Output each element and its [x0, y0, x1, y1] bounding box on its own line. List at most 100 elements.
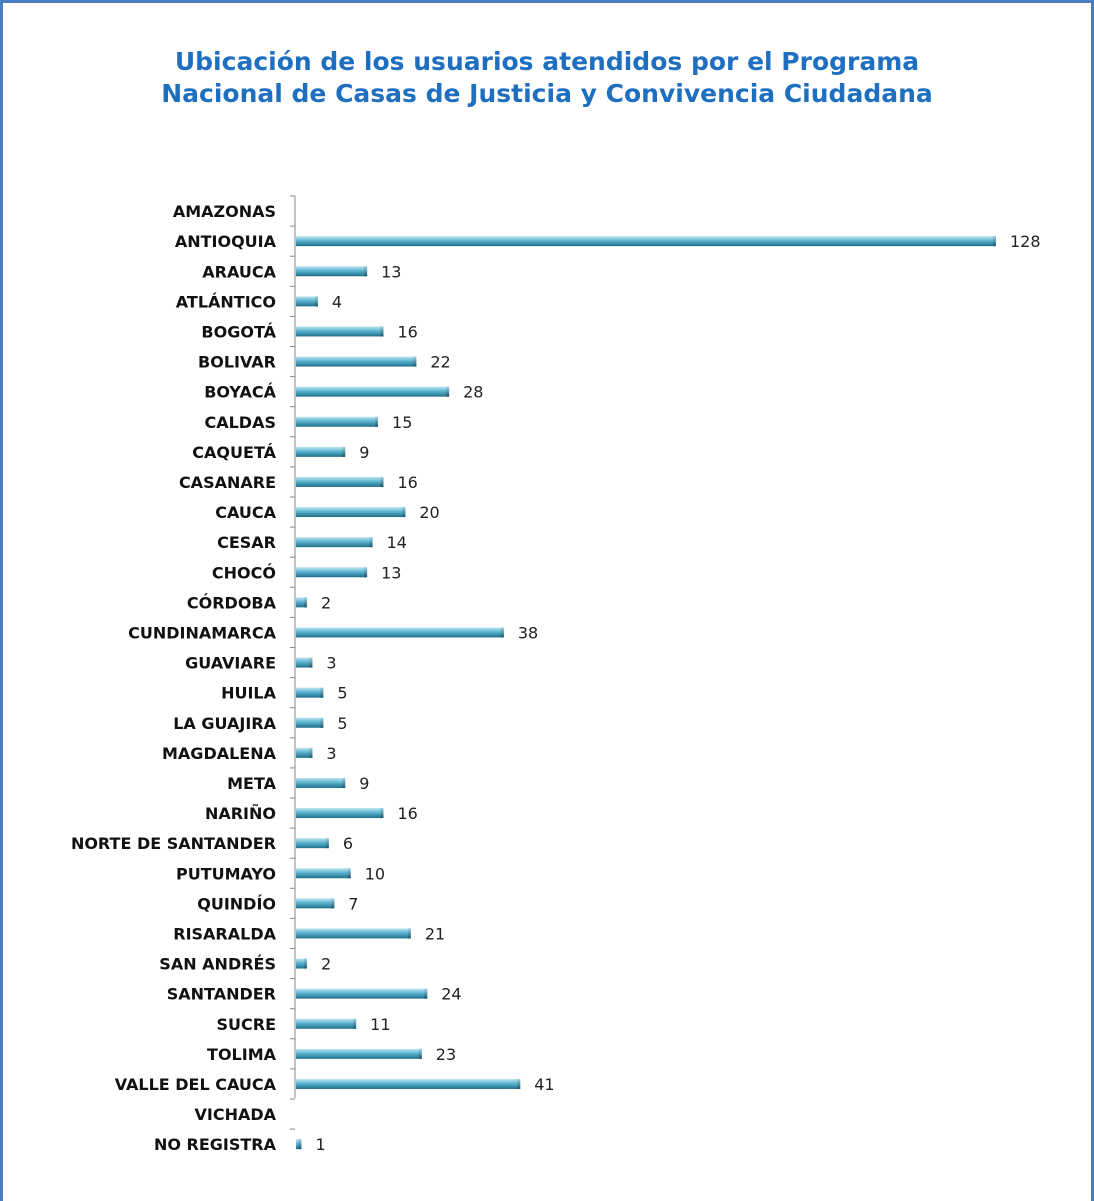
category-label-magdalena: MAGDALENA [162, 744, 277, 763]
bar-cap-guaviare [309, 657, 313, 668]
category-label-guaviare: GUAVIARE [185, 654, 276, 673]
bar-atlantico [296, 296, 318, 307]
category-label-tolima: TOLIMA [207, 1045, 277, 1064]
bar-cap-meta [342, 777, 346, 788]
category-label-cordoba: CÓRDOBA [187, 593, 277, 612]
value-label-guaviare: 3 [326, 654, 336, 673]
category-label-vichada: VICHADA [194, 1105, 276, 1124]
bar-cap-no-registra [298, 1139, 302, 1150]
category-label-la-guajira: LA GUAJIRA [173, 714, 276, 733]
value-label-huila: 5 [337, 684, 347, 703]
bar-cap-casanare [380, 476, 384, 487]
value-label-risaralda: 21 [425, 924, 445, 943]
category-label-meta: META [227, 774, 277, 793]
value-label-narino: 16 [398, 804, 418, 823]
value-label-putumayo: 10 [365, 864, 385, 883]
bar-la-guajira [296, 717, 324, 728]
category-label-norte-de-santander: NORTE DE SANTANDER [71, 834, 276, 853]
bar-cap-valle-del-cauca [517, 1078, 521, 1089]
value-label-norte-de-santander: 6 [343, 834, 353, 853]
bar-cap-cordoba [303, 597, 307, 608]
value-label-san-andres: 2 [321, 955, 331, 974]
bar-cap-caqueta [342, 446, 346, 457]
chart-title-line-2: Nacional de Casas de Justicia y Conviven… [161, 79, 933, 108]
bar-cap-norte-de-santander [325, 838, 329, 849]
category-label-sucre: SUCRE [216, 1015, 276, 1034]
category-label-valle-del-cauca: VALLE DEL CAUCA [115, 1075, 277, 1094]
bar-putumayo [296, 868, 351, 879]
value-label-magdalena: 3 [326, 744, 336, 763]
category-label-amazonas: AMAZONAS [173, 202, 276, 221]
chart-title: Ubicación de los usuarios atendidos por … [0, 46, 1094, 110]
bar-cap-sucre [353, 1018, 357, 1029]
category-label-narino: NARIÑO [205, 804, 276, 823]
bar-cap-risaralda [407, 928, 411, 939]
category-label-santander: SANTANDER [167, 985, 276, 1004]
category-label-quindio: QUINDÍO [197, 894, 276, 913]
bar-cap-bogota [380, 326, 384, 337]
value-label-tolima: 23 [436, 1045, 456, 1064]
value-label-valle-del-cauca: 41 [534, 1075, 554, 1094]
chart-title-line-1: Ubicación de los usuarios atendidos por … [174, 47, 920, 76]
bar-tolima [296, 1048, 422, 1059]
bar-cap-santander [424, 988, 428, 999]
category-label-boyaca: BOYACÁ [204, 383, 276, 402]
bar-sucre [296, 1018, 357, 1029]
bar-narino [296, 808, 384, 819]
bar-huila [296, 687, 324, 698]
value-label-cundinamarca: 38 [518, 623, 538, 642]
category-label-risaralda: RISARALDA [173, 924, 276, 943]
bar-san-andres [296, 958, 307, 969]
bar-cap-atlantico [314, 296, 318, 307]
value-label-bolivar: 22 [430, 353, 450, 372]
bar-cap-arauca [364, 266, 368, 277]
bar-cordoba [296, 597, 307, 608]
value-label-antioquia: 128 [1010, 232, 1041, 251]
category-label-cesar: CESAR [217, 533, 276, 552]
value-label-bogota: 16 [398, 322, 418, 341]
value-label-meta: 9 [359, 774, 369, 793]
bar-antioquia [296, 236, 996, 247]
bar-cundinamarca [296, 627, 504, 638]
category-label-arauca: ARAUCA [202, 262, 276, 281]
bar-cap-putumayo [347, 868, 351, 879]
value-label-casanare: 16 [398, 473, 418, 492]
bar-magdalena [296, 747, 313, 758]
bar-cap-antioquia [993, 236, 996, 247]
bar-cap-la-guajira [320, 717, 324, 728]
category-label-no-registra: NO REGISTRA [154, 1135, 277, 1154]
bar-quindio [296, 898, 335, 909]
category-label-putumayo: PUTUMAYO [176, 864, 276, 883]
bar-cap-san-andres [303, 958, 307, 969]
value-label-cauca: 20 [419, 503, 439, 522]
bar-cesar [296, 537, 373, 548]
value-label-caqueta: 9 [359, 443, 369, 462]
value-label-no-registra: 1 [315, 1135, 325, 1154]
bar-santander [296, 988, 428, 999]
category-label-antioquia: ANTIOQUIA [175, 232, 277, 251]
bar-cap-cauca [402, 507, 406, 518]
category-label-casanare: CASANARE [179, 473, 276, 492]
value-label-la-guajira: 5 [337, 714, 347, 733]
bar-cap-cundinamarca [500, 627, 504, 638]
bar-cap-narino [380, 808, 384, 819]
value-label-cesar: 14 [387, 533, 407, 552]
value-label-santander: 24 [441, 985, 461, 1004]
bar-cap-boyaca [446, 386, 450, 397]
bar-cap-cesar [369, 537, 373, 548]
bar-cap-huila [320, 687, 324, 698]
category-label-caqueta: CAQUETÁ [192, 443, 276, 462]
category-label-huila: HUILA [221, 684, 277, 703]
category-label-bogota: BOGOTÁ [201, 322, 276, 341]
value-label-sucre: 11 [370, 1015, 390, 1034]
category-label-choco: CHOCÓ [212, 563, 276, 582]
bar-choco [296, 567, 368, 578]
bar-bogota [296, 326, 384, 337]
value-label-boyaca: 28 [463, 383, 483, 402]
category-label-atlantico: ATLÁNTICO [176, 292, 276, 311]
bar-caqueta [296, 446, 346, 457]
category-label-caldas: CALDAS [204, 413, 276, 432]
value-label-quindio: 7 [348, 894, 358, 913]
